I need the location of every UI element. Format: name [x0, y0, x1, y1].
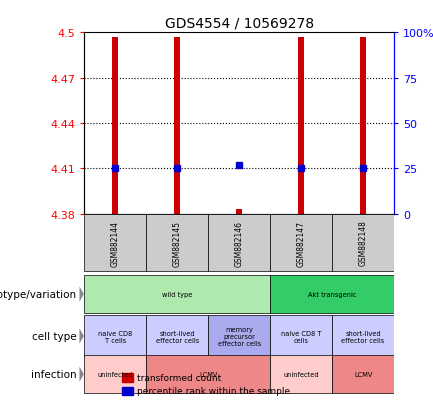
Bar	[360, 38, 366, 214]
Bar	[84, 355, 146, 393]
Bar	[332, 315, 394, 357]
Bar	[332, 355, 394, 393]
Title: GDS4554 / 10569278: GDS4554 / 10569278	[165, 17, 314, 31]
Text: uninfected: uninfected	[283, 371, 319, 377]
Bar	[174, 38, 181, 214]
Text: percentile rank within the sample: percentile rank within the sample	[137, 387, 290, 396]
Text: LCMV: LCMV	[199, 371, 217, 377]
Bar	[146, 355, 270, 393]
Text: short-lived
effector cells: short-lived effector cells	[156, 330, 199, 343]
Text: GSM882148: GSM882148	[359, 220, 368, 266]
Polygon shape	[80, 367, 84, 382]
Bar	[236, 210, 242, 214]
Text: GSM882144: GSM882144	[111, 220, 120, 266]
Polygon shape	[80, 329, 84, 344]
Bar	[146, 214, 208, 271]
Bar	[270, 214, 332, 271]
Text: cell type: cell type	[32, 331, 76, 341]
Bar	[270, 275, 394, 313]
Bar	[332, 214, 394, 271]
Bar	[208, 315, 270, 357]
Bar	[112, 38, 119, 214]
Bar	[146, 315, 208, 357]
Text: short-lived
effector cells: short-lived effector cells	[342, 330, 385, 343]
Bar	[84, 275, 270, 313]
Text: LCMV: LCMV	[354, 371, 372, 377]
Text: transformed count: transformed count	[137, 373, 221, 382]
Text: wild type: wild type	[162, 291, 193, 297]
Bar	[84, 315, 146, 357]
Bar	[122, 387, 133, 395]
Bar	[208, 214, 270, 271]
Text: GSM882147: GSM882147	[297, 220, 306, 266]
Polygon shape	[80, 287, 84, 302]
Text: GSM882146: GSM882146	[235, 220, 244, 266]
Bar	[122, 373, 133, 382]
Text: genotype/variation: genotype/variation	[0, 290, 76, 299]
Bar	[84, 214, 146, 271]
Bar	[298, 38, 304, 214]
Text: infection: infection	[31, 369, 76, 379]
Text: GSM882145: GSM882145	[173, 220, 182, 266]
Text: memory
precursor
effector cells: memory precursor effector cells	[218, 326, 261, 346]
Text: uninfected: uninfected	[97, 371, 133, 377]
Bar	[270, 355, 332, 393]
Text: naive CD8
T cells: naive CD8 T cells	[98, 330, 132, 343]
Text: Akt transgenic: Akt transgenic	[308, 291, 356, 297]
Bar	[270, 315, 332, 357]
Text: naive CD8 T
cells: naive CD8 T cells	[281, 330, 321, 343]
